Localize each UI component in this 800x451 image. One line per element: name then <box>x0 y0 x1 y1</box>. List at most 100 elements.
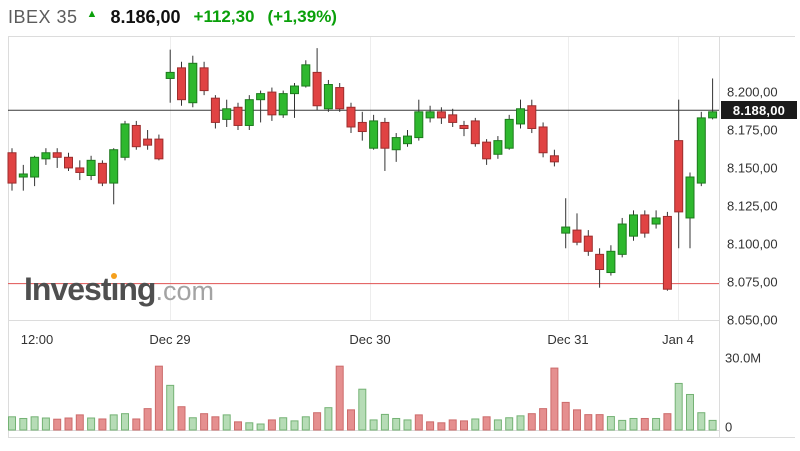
volume-bar <box>75 414 84 431</box>
candle-down <box>674 140 684 213</box>
candle-down <box>640 214 650 234</box>
price-axis-label: 8.125,00 <box>727 198 778 214</box>
volume-bar <box>460 420 468 431</box>
candle-up <box>18 173 28 178</box>
volume-bar <box>618 419 627 431</box>
candle-up <box>629 214 638 237</box>
candle-down <box>233 106 243 126</box>
volume-bar <box>606 416 615 431</box>
candle-up <box>425 111 435 119</box>
investing-logo: Investı ng.com <box>24 271 214 308</box>
volume-bar <box>188 417 197 431</box>
volume-bar <box>516 415 525 431</box>
volume-bar <box>87 417 96 431</box>
volume-bar <box>561 401 570 431</box>
candle-up <box>708 111 718 119</box>
volume-bar <box>527 413 536 431</box>
candle-up <box>41 152 51 160</box>
candle-up <box>414 111 424 139</box>
volume-bar <box>686 393 694 431</box>
candle-up <box>109 149 119 184</box>
candle-up <box>504 118 514 149</box>
price-axis-label: 8.100,00 <box>727 236 778 252</box>
volume-bar <box>30 416 39 431</box>
current-price-tag: 8.188,00 <box>721 101 797 120</box>
candle-up <box>290 85 299 95</box>
volume-bar <box>313 412 322 431</box>
candle-up <box>696 117 706 184</box>
price-axis-label: 8.050,00 <box>727 312 778 328</box>
candle-down <box>177 67 186 101</box>
volume-bar <box>482 416 491 431</box>
candle-down <box>436 111 446 119</box>
volume-bar <box>64 417 73 431</box>
volume-bar <box>380 413 389 431</box>
time-axis-label: 12:00 <box>20 332 54 347</box>
volume-axis-max-label: 30.0M <box>725 350 762 366</box>
time-axis-label: Dec 29 <box>149 332 191 347</box>
volume-bar <box>392 417 401 431</box>
price-axis-label: 8.175,00 <box>727 122 778 138</box>
candle-down <box>583 235 593 252</box>
candle-down <box>482 141 492 160</box>
candle-up <box>493 140 503 155</box>
volume-bar <box>279 417 288 431</box>
volume-bar <box>369 419 378 431</box>
volume-bar <box>53 418 62 431</box>
volume-bar <box>301 416 310 431</box>
candle-down <box>154 138 164 160</box>
volume-bar <box>8 416 16 431</box>
volume-bar <box>414 414 423 431</box>
candle-down <box>448 114 458 123</box>
volume-bar <box>256 423 265 431</box>
volume-bar <box>121 413 129 431</box>
price-axis-label: 8.075,00 <box>727 274 778 290</box>
candle-up <box>301 64 311 87</box>
symbol-name: IBEX 35 <box>8 6 78 27</box>
volume-bar <box>640 417 649 431</box>
orange-dot-icon <box>111 273 118 279</box>
candle-up <box>30 156 40 178</box>
volume-bar <box>200 413 209 431</box>
candle-down <box>210 97 220 123</box>
volume-bar <box>166 384 175 431</box>
volume-bar <box>154 365 163 431</box>
volume-bar <box>267 419 276 431</box>
up-arrow-icon: ▲ <box>86 7 98 20</box>
candle-up <box>256 93 266 101</box>
candle-down <box>7 152 17 184</box>
time-axis-label: Dec 31 <box>547 332 589 347</box>
volume-bar <box>697 412 706 431</box>
candle-up <box>606 250 616 274</box>
volume-bar <box>211 416 220 431</box>
candle-down <box>459 124 469 129</box>
volume-bar <box>245 422 254 431</box>
candle-up <box>403 135 412 145</box>
logo-suffix-text: .com <box>155 276 214 306</box>
logo-orange-dot-i: ı <box>110 271 119 307</box>
candle-down <box>143 138 153 146</box>
price-axis-label: 8.150,00 <box>727 160 778 176</box>
candle-down <box>380 121 390 149</box>
candle-down <box>52 152 62 158</box>
price-change: +112,30 <box>193 7 255 26</box>
price-axis-label: 8.200,00 <box>727 84 778 100</box>
candle-up <box>651 217 661 225</box>
candle-down <box>64 156 73 169</box>
candle-down <box>75 167 85 173</box>
volume-bar <box>403 419 412 431</box>
candle-up <box>391 137 401 151</box>
candle-up <box>369 120 379 149</box>
candle-up <box>323 84 333 110</box>
volume-bar <box>493 419 502 431</box>
volume-bar <box>584 414 593 431</box>
volume-bar <box>448 419 457 431</box>
last-price: 8.186,00 <box>110 6 181 27</box>
volume-bar <box>324 407 333 431</box>
candle-down <box>312 71 322 107</box>
volume-bar <box>41 417 50 431</box>
candle-up <box>86 159 96 176</box>
candle-down <box>97 162 107 184</box>
